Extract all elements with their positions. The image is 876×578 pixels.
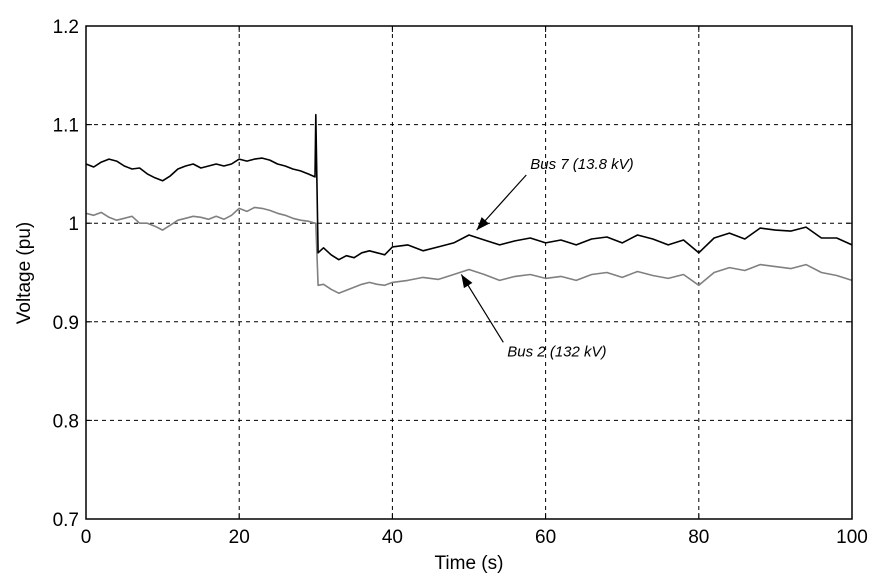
annotation-label: Bus 7 (13.8 kV) [530,156,633,173]
data-series [85,113,853,295]
y-tick-label: 0.8 [53,411,79,432]
plot-frame [85,25,853,520]
y-tick-label: 1.2 [53,17,79,38]
x-tick-label: 0 [81,527,92,548]
x-tick-label: 80 [688,527,709,548]
x-tick-label: 100 [836,527,868,548]
annotation-arrow [460,274,504,343]
x-axis-title: Time (s) [435,553,504,574]
x-tick-label: 40 [382,527,403,548]
y-tick-label: 0.7 [53,510,79,531]
x-tick-label: 20 [229,527,250,548]
axis-ticks: 0 20 40 60 80 100 0.7 0.8 0.9 1 1.1 1.2 [53,17,868,548]
series-line [85,206,853,295]
annotation-arrowhead [476,217,490,231]
annotations: Bus 7 (13.8 kV) Bus 2 (132 kV) [460,156,634,360]
y-tick-label: 1 [68,214,79,235]
annotation-arrowhead [461,274,473,289]
y-tick-label: 1.1 [53,116,79,137]
x-tick-label: 60 [535,527,556,548]
y-axis-title: Voltage (pu) [14,222,35,324]
y-tick-label: 0.9 [53,313,79,334]
grid-lines [86,26,852,519]
series-line [85,113,853,261]
annotation-label: Bus 2 (132 kV) [507,343,606,360]
